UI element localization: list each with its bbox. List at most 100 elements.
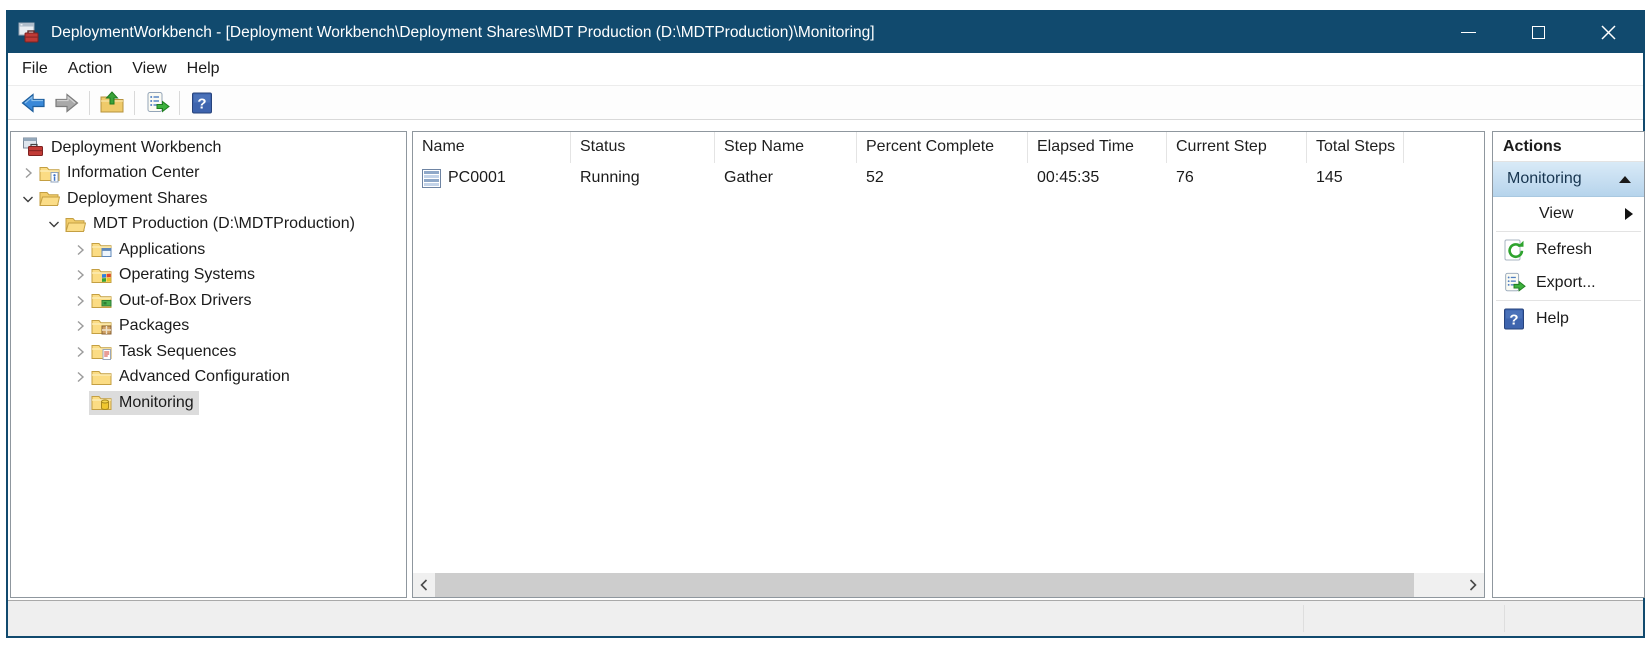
tree-item-monitoring[interactable]: Monitoring [11,390,406,416]
column-header-percent-complete[interactable]: Percent Complete [857,132,1028,163]
minimize-button[interactable] [1433,12,1503,53]
scroll-thumb[interactable] [435,573,1414,597]
tree-item-label: Out-of-Box Drivers [119,291,252,309]
chevron-right-icon[interactable] [71,292,89,310]
computer-item-icon [422,168,441,188]
help-icon: ? [192,92,212,113]
tree-item-packages[interactable]: Packages [11,314,406,340]
status-bar [8,600,1643,636]
chevron-right-icon[interactable] [71,266,89,284]
tree-item-mdt-production[interactable]: MDT Production (D:\MDTProduction) [11,212,406,238]
menu-action[interactable]: Action [67,60,113,77]
actions-pane: Actions Monitoring View Refresh [1492,131,1645,598]
back-button[interactable] [16,88,50,118]
tree-item-label: Monitoring [119,393,194,411]
title-bar[interactable]: DeploymentWorkbench - [Deployment Workbe… [8,12,1643,53]
action-export[interactable]: Export... [1493,266,1644,299]
column-header-status[interactable]: Status [571,132,715,163]
action-refresh[interactable]: Refresh [1493,233,1644,266]
list-header: Name Status Step Name Percent Complete E… [413,132,1484,163]
folder-open-icon [39,188,61,209]
tree-item-label: Task Sequences [119,342,237,360]
help-button[interactable]: ? [185,88,219,118]
up-one-level-button[interactable] [95,88,129,118]
cell-elapsed-time: 00:45:35 [1037,169,1100,186]
maximize-button[interactable] [1503,12,1573,53]
back-arrow-icon [21,92,45,113]
scroll-left-arrow[interactable] [413,573,435,597]
tree-item-label: Deployment Workbench [51,138,222,156]
tree-item-label: Applications [119,240,206,258]
results-pane: Name Status Step Name Percent Complete E… [412,131,1485,598]
folder-applications-icon [91,239,112,260]
toolbar-separator [134,90,135,115]
workbench-icon [23,137,44,158]
forward-button[interactable] [50,88,84,118]
chevron-down-icon[interactable] [45,215,63,233]
chevron-right-icon[interactable] [71,317,89,335]
cell-step-name: Gather [724,169,773,186]
folder-os-icon [91,265,112,286]
cell-current-step: 76 [1176,169,1194,186]
export-list-icon [1505,272,1526,292]
column-header-step-name[interactable]: Step Name [715,132,857,163]
folder-open-icon [65,214,87,235]
horizontal-scrollbar[interactable] [413,573,1484,597]
collapse-arrow-icon[interactable] [1619,175,1631,183]
window-title: DeploymentWorkbench - [Deployment Workbe… [51,23,875,41]
actions-group-monitoring[interactable]: Monitoring [1493,162,1644,197]
up-one-level-icon [100,90,124,112]
column-header-total-steps[interactable]: Total Steps [1307,132,1404,163]
menu-help[interactable]: Help [186,60,220,77]
actions-pane-title: Actions [1493,132,1644,162]
mmc-toolbox-icon [18,21,42,45]
table-row[interactable]: PC0001 Running Gather 52 00:45:35 76 145 [413,163,1484,193]
close-icon [1600,25,1616,40]
tree-item-deployment-shares[interactable]: Deployment Shares [11,186,406,212]
tree-item-label: Information Center [67,164,200,182]
action-label: Export... [1536,273,1596,291]
forward-arrow-icon [55,92,79,113]
toolbar-separator [89,90,90,115]
chevron-down-icon[interactable] [19,190,37,208]
tree-item-deployment-workbench[interactable]: Deployment Workbench [11,135,406,161]
refresh-icon [1504,239,1524,260]
toolbar-separator [179,90,180,115]
tree-item-information-center[interactable]: Information Center [11,161,406,187]
toolbar: ? [8,86,1643,120]
folder-monitoring-icon [91,392,112,413]
column-header-name[interactable]: Name [413,132,571,163]
minimize-icon [1460,31,1476,34]
folder-drivers-icon [91,290,112,311]
tree-item-operating-systems[interactable]: Operating Systems [11,263,406,289]
tree-item-task-sequences[interactable]: Task Sequences [11,339,406,365]
action-view[interactable]: View [1493,197,1644,230]
help-icon: ? [1504,308,1524,329]
chevron-right-icon[interactable] [71,343,89,361]
chevron-right-icon[interactable] [71,241,89,259]
close-button[interactable] [1573,12,1643,53]
tree-item-label: Operating Systems [119,266,256,284]
tree-item-advanced-configuration[interactable]: Advanced Configuration [11,365,406,391]
tree-item-label: Packages [119,317,190,335]
cell-percent-complete: 52 [866,169,884,186]
tree-item-label: Advanced Configuration [119,368,290,386]
menu-file[interactable]: File [22,60,48,77]
action-help[interactable]: ? Help [1493,302,1644,335]
export-list-icon [147,91,170,113]
app-window: DeploymentWorkbench - [Deployment Workbe… [6,10,1645,638]
menu-view[interactable]: View [132,60,167,77]
export-list-button[interactable] [140,88,174,118]
scroll-right-arrow[interactable] [1462,573,1484,597]
chevron-right-icon[interactable] [19,164,37,182]
chevron-placeholder [71,394,89,412]
column-header-elapsed-time[interactable]: Elapsed Time [1028,132,1167,163]
chevron-right-icon[interactable] [71,368,89,386]
submenu-arrow-icon [1625,207,1633,220]
tree-item-out-of-box-drivers[interactable]: Out-of-Box Drivers [11,288,406,314]
cell-name: PC0001 [448,169,506,186]
folder-packages-icon [91,316,112,337]
tree-item-applications[interactable]: Applications [11,237,406,263]
column-header-current-step[interactable]: Current Step [1167,132,1307,163]
actions-group-label: Monitoring [1507,170,1582,187]
